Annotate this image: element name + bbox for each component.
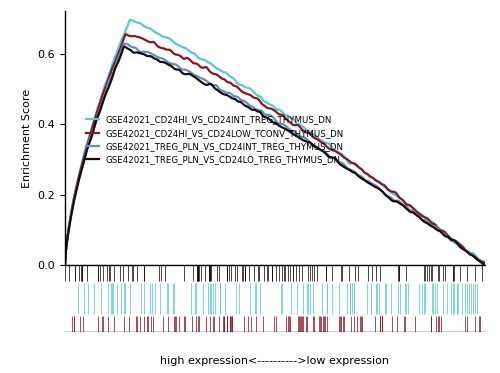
GSE42021_CD24HI_VS_CD24INT_TREG_THYMUS_DN	[262, 100, 268, 104]
GSE42021_TREG_PLN_VS_CD24INT_TREG_THYMUS_DN	[262, 112, 268, 117]
GSE42021_CD24HI_VS_CD24LOW_TCONV_THYMUS_DN	[62, 263, 68, 267]
GSE42021_CD24HI_VS_CD24LOW_TCONV_THYMUS_DN	[313, 137, 319, 141]
GSE42021_TREG_PLN_VS_CD24INT_TREG_THYMUS_DN	[62, 261, 68, 266]
GSE42021_TREG_PLN_VS_CD24LO_TREG_THYMUS_DN	[313, 145, 319, 149]
GSE42021_TREG_PLN_VS_CD24LO_TREG_THYMUS_DN	[407, 210, 413, 214]
Legend: GSE42021_CD24HI_VS_CD24INT_TREG_THYMUS_DN, GSE42021_CD24HI_VS_CD24LOW_TCONV_THYM: GSE42021_CD24HI_VS_CD24INT_TREG_THYMUS_D…	[86, 115, 344, 164]
Line: GSE42021_TREG_PLN_VS_CD24INT_TREG_THYMUS_DN: GSE42021_TREG_PLN_VS_CD24INT_TREG_THYMUS…	[65, 44, 485, 265]
GSE42021_CD24HI_VS_CD24INT_TREG_THYMUS_DN	[128, 18, 134, 22]
GSE42021_CD24HI_VS_CD24LOW_TCONV_THYMUS_DN	[407, 204, 413, 208]
GSE42021_TREG_PLN_VS_CD24LO_TREG_THYMUS_DN	[265, 116, 271, 120]
GSE42021_CD24HI_VS_CD24INT_TREG_THYMUS_DN	[472, 254, 478, 258]
GSE42021_CD24HI_VS_CD24LOW_TCONV_THYMUS_DN	[290, 123, 296, 127]
GSE42021_TREG_PLN_VS_CD24LO_TREG_THYMUS_DN	[290, 132, 296, 137]
GSE42021_CD24HI_VS_CD24INT_TREG_THYMUS_DN	[407, 203, 413, 207]
Line: GSE42021_TREG_PLN_VS_CD24LO_TREG_THYMUS_DN: GSE42021_TREG_PLN_VS_CD24LO_TREG_THYMUS_…	[65, 47, 485, 265]
GSE42021_CD24HI_VS_CD24INT_TREG_THYMUS_DN	[290, 117, 296, 121]
Text: high expression<---------->low expression: high expression<---------->low expressio…	[160, 355, 390, 366]
GSE42021_TREG_PLN_VS_CD24LO_TREG_THYMUS_DN	[482, 263, 488, 267]
GSE42021_CD24HI_VS_CD24LOW_TCONV_THYMUS_DN	[262, 104, 268, 109]
GSE42021_CD24HI_VS_CD24LOW_TCONV_THYMUS_DN	[472, 256, 478, 260]
GSE42021_CD24HI_VS_CD24LOW_TCONV_THYMUS_DN	[265, 106, 271, 110]
Line: GSE42021_CD24HI_VS_CD24LOW_TCONV_THYMUS_DN: GSE42021_CD24HI_VS_CD24LOW_TCONV_THYMUS_…	[65, 34, 485, 265]
GSE42021_CD24HI_VS_CD24LOW_TCONV_THYMUS_DN	[122, 32, 128, 37]
GSE42021_TREG_PLN_VS_CD24INT_TREG_THYMUS_DN	[290, 129, 296, 134]
GSE42021_TREG_PLN_VS_CD24LO_TREG_THYMUS_DN	[62, 263, 68, 267]
GSE42021_CD24HI_VS_CD24INT_TREG_THYMUS_DN	[482, 263, 488, 267]
GSE42021_TREG_PLN_VS_CD24LO_TREG_THYMUS_DN	[121, 44, 127, 49]
GSE42021_TREG_PLN_VS_CD24LO_TREG_THYMUS_DN	[472, 256, 478, 260]
GSE42021_TREG_PLN_VS_CD24INT_TREG_THYMUS_DN	[313, 144, 319, 149]
GSE42021_CD24HI_VS_CD24INT_TREG_THYMUS_DN	[313, 134, 319, 138]
GSE42021_TREG_PLN_VS_CD24INT_TREG_THYMUS_DN	[472, 255, 478, 260]
GSE42021_TREG_PLN_VS_CD24INT_TREG_THYMUS_DN	[122, 41, 128, 46]
Y-axis label: Enrichment Score: Enrichment Score	[22, 89, 32, 188]
GSE42021_TREG_PLN_VS_CD24LO_TREG_THYMUS_DN	[262, 115, 268, 119]
GSE42021_CD24HI_VS_CD24INT_TREG_THYMUS_DN	[62, 262, 68, 267]
GSE42021_CD24HI_VS_CD24LOW_TCONV_THYMUS_DN	[482, 260, 488, 265]
GSE42021_CD24HI_VS_CD24INT_TREG_THYMUS_DN	[265, 101, 271, 106]
GSE42021_CD24HI_VS_CD24INT_TREG_THYMUS_DN	[481, 263, 487, 267]
GSE42021_TREG_PLN_VS_CD24INT_TREG_THYMUS_DN	[265, 113, 271, 117]
Line: GSE42021_CD24HI_VS_CD24INT_TREG_THYMUS_DN: GSE42021_CD24HI_VS_CD24INT_TREG_THYMUS_D…	[65, 20, 485, 265]
GSE42021_TREG_PLN_VS_CD24INT_TREG_THYMUS_DN	[482, 263, 488, 267]
GSE42021_TREG_PLN_VS_CD24INT_TREG_THYMUS_DN	[407, 208, 413, 213]
